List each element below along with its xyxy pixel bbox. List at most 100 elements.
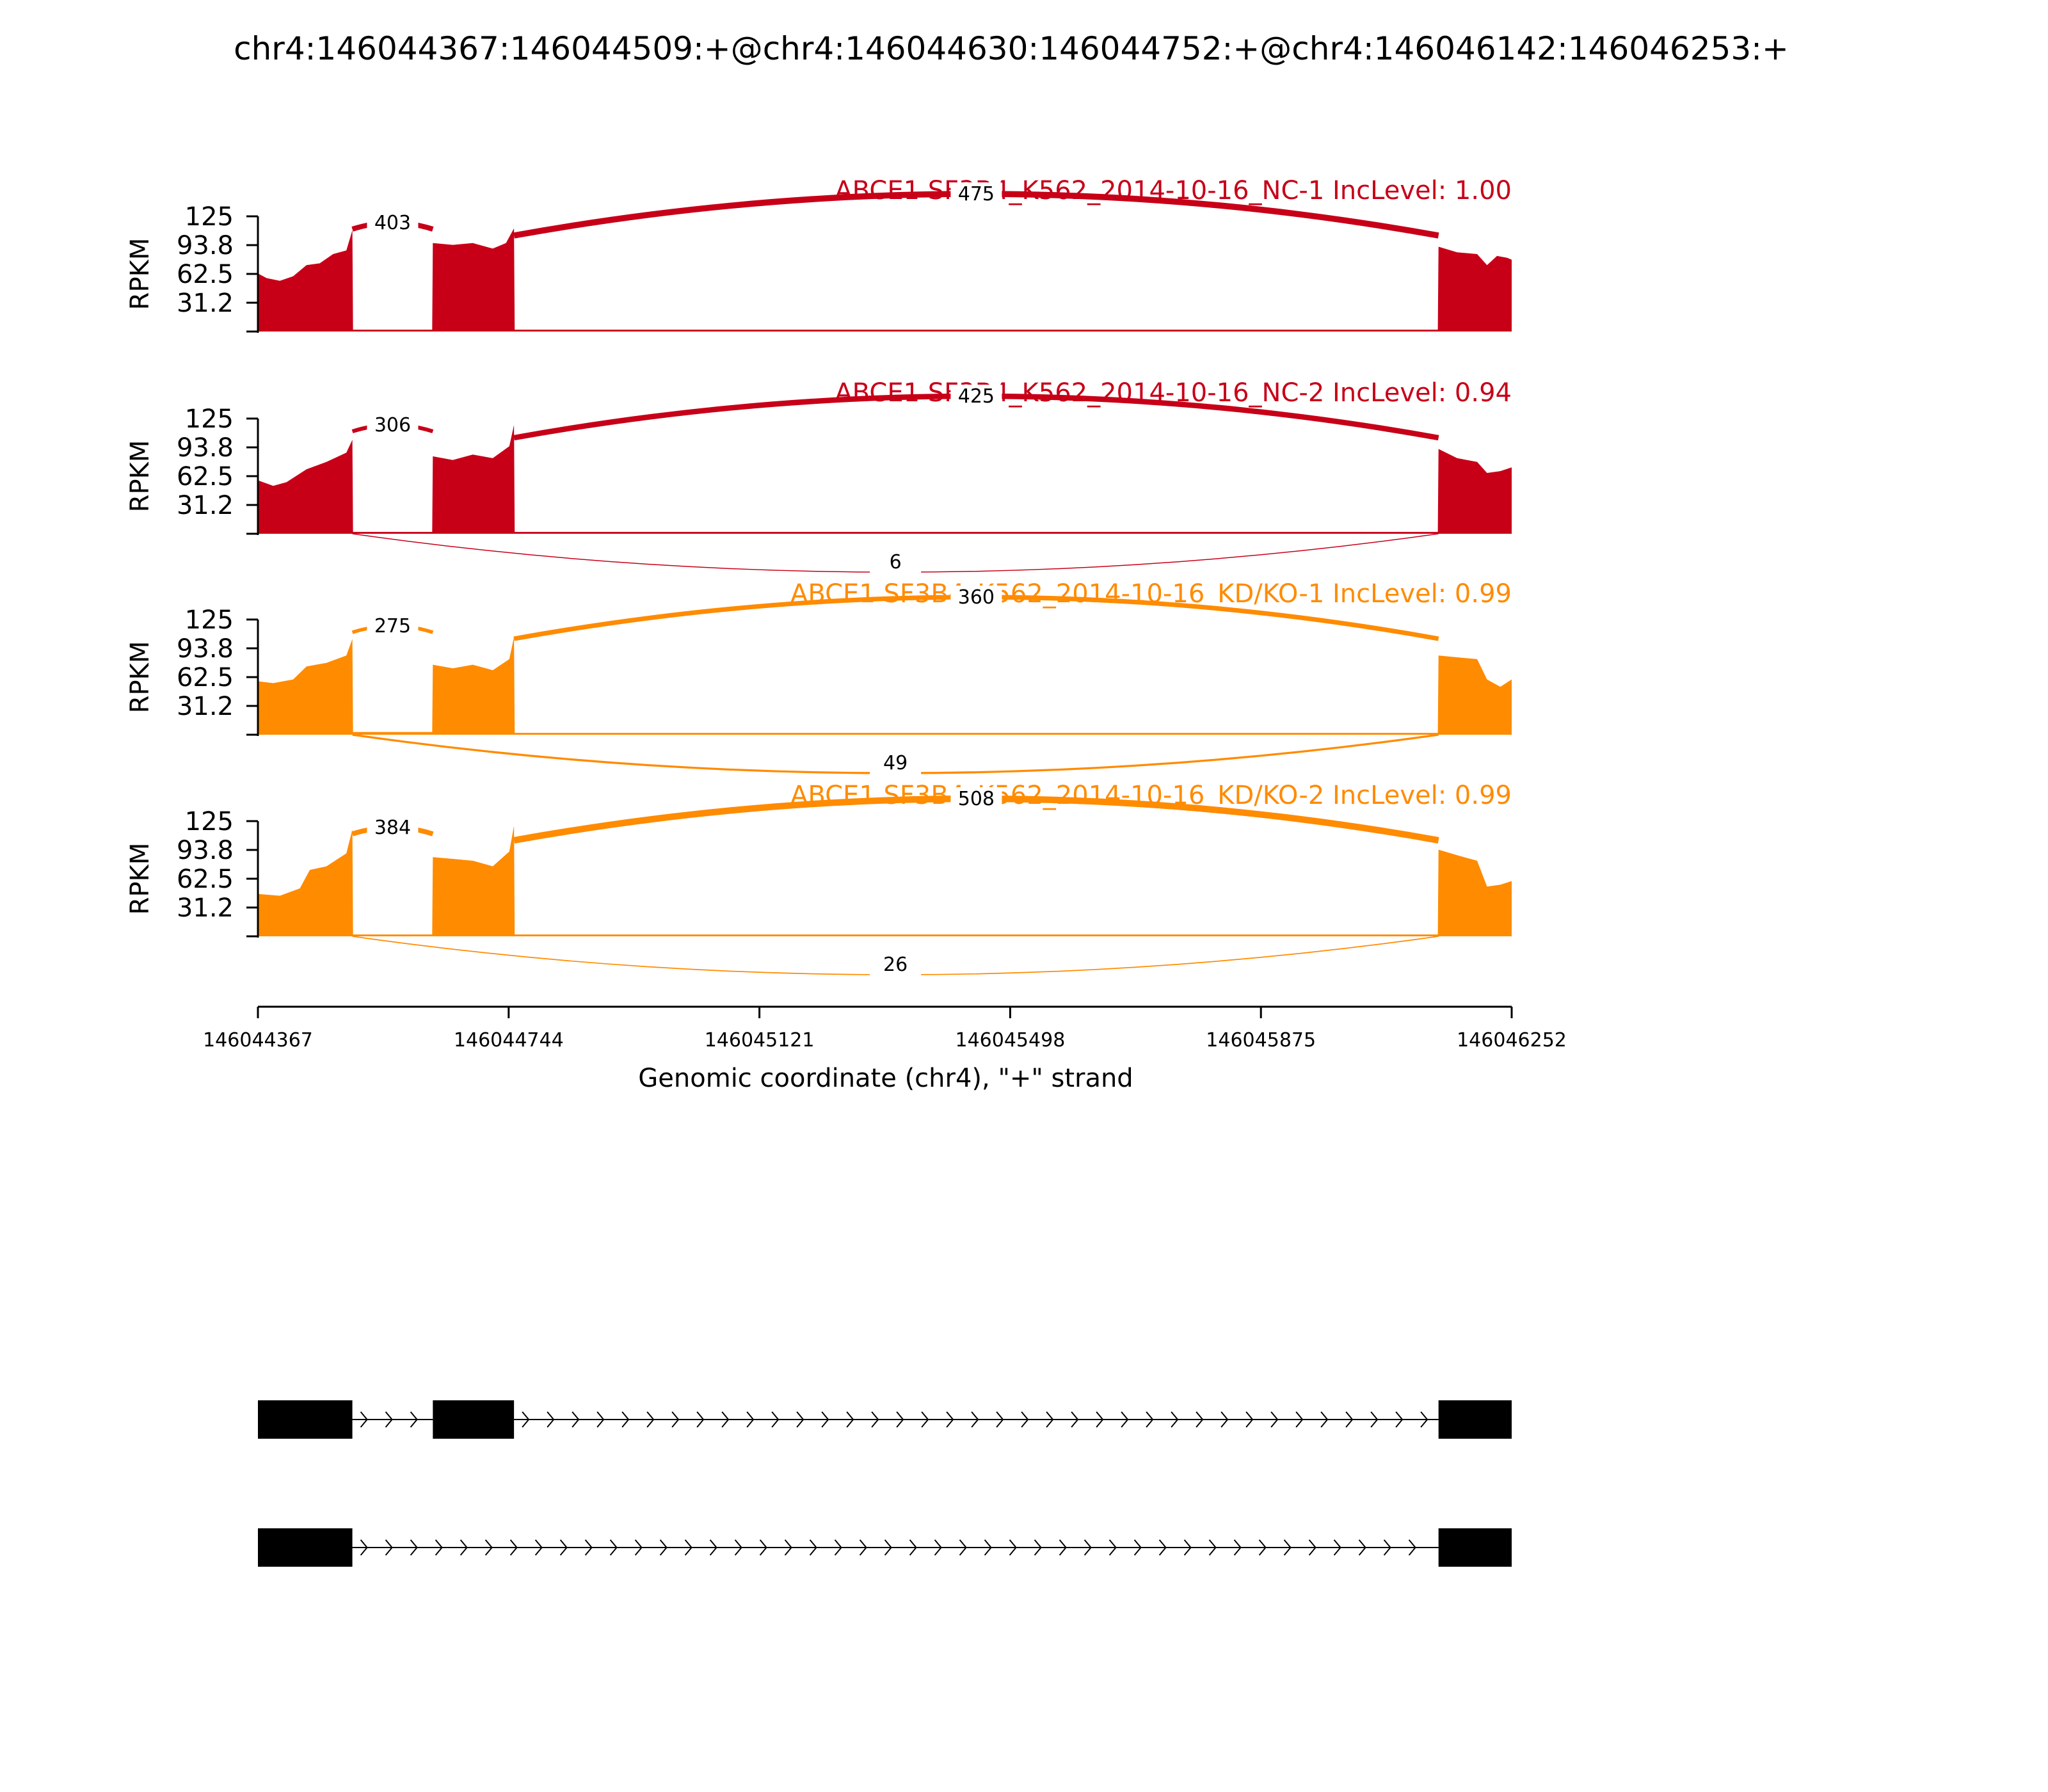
junction-label-bg <box>950 787 1002 810</box>
strand-arrow <box>1158 1539 1167 1556</box>
strand-arrow <box>385 1539 393 1556</box>
junction-count: 475 <box>958 183 995 205</box>
strand-arrow <box>522 1411 530 1428</box>
y-tick-label: 62.5 <box>177 663 234 692</box>
strand-arrow <box>534 1539 543 1556</box>
x-tick-label: 146046252 <box>1457 1029 1567 1052</box>
junction-label-bg <box>950 586 1002 609</box>
junction-label-bg <box>870 550 922 573</box>
x-tick-label: 146045121 <box>705 1029 815 1052</box>
y-tick-label: 62.5 <box>177 865 234 894</box>
strand-arrow <box>796 1411 804 1428</box>
strand-arrow <box>1096 1411 1104 1428</box>
strand-arrow <box>909 1539 917 1556</box>
strand-arrow <box>721 1411 730 1428</box>
junction-count: 306 <box>374 414 411 436</box>
strand-arrow <box>1245 1411 1254 1428</box>
strand-arrow <box>547 1411 555 1428</box>
isoform-1 <box>258 1400 1512 1439</box>
junction-label-bg <box>950 385 1002 408</box>
strand-arrow <box>1395 1411 1404 1428</box>
strand-arrow <box>1208 1539 1217 1556</box>
strand-arrow <box>360 1411 368 1428</box>
strand-arrow <box>671 1411 680 1428</box>
strand-arrow <box>509 1539 518 1556</box>
strand-arrow <box>771 1411 780 1428</box>
strand-arrow <box>609 1539 618 1556</box>
strand-arrow <box>1383 1539 1391 1556</box>
strand-arrow <box>584 1539 593 1556</box>
junction-label-bg <box>367 211 419 234</box>
x-tick-label: 146045875 <box>1206 1029 1316 1052</box>
strand-arrow <box>559 1539 568 1556</box>
y-tick-label: 31.2 <box>177 692 234 721</box>
track-4: ABCE1 SF3B4_K562_2014-10-16_KD/KO-2 IncL… <box>125 781 1512 976</box>
strand-arrow <box>809 1539 817 1556</box>
junction-count: 384 <box>374 817 411 839</box>
strand-arrow <box>934 1539 942 1556</box>
coverage-area <box>258 228 1512 332</box>
exon-block <box>433 1400 515 1439</box>
x-tick-label: 146044744 <box>454 1029 564 1052</box>
x-axis-label: Genomic coordinate (chr4), "+" strand <box>638 1064 1133 1093</box>
y-tick-label: 31.2 <box>177 491 234 520</box>
strand-arrow <box>1295 1411 1304 1428</box>
junction-label-bg <box>870 953 922 976</box>
y-axis-label: RPKM <box>125 440 155 513</box>
strand-arrow <box>1283 1539 1292 1556</box>
junction-count: 425 <box>958 385 995 408</box>
junction-label-bg <box>367 816 419 839</box>
strand-arrow <box>460 1539 468 1556</box>
strand-arrow <box>946 1411 954 1428</box>
y-tick-label: 31.2 <box>177 289 234 318</box>
strand-arrow <box>1308 1539 1316 1556</box>
junction-count: 26 <box>883 954 908 976</box>
exon-block <box>1438 1400 1512 1439</box>
strand-arrow <box>746 1411 755 1428</box>
strand-arrow <box>410 1411 418 1428</box>
x-axis: 146044367 146044744 146045121 146045498 1460… <box>203 1005 1567 1052</box>
y-axis-label: RPKM <box>125 238 155 310</box>
junction-label-bg <box>367 413 419 436</box>
isoform-2 <box>258 1528 1512 1567</box>
y-tick-label: 93.8 <box>177 433 234 463</box>
x-tick-label: 146044367 <box>203 1029 313 1052</box>
strand-arrow <box>1258 1539 1267 1556</box>
strand-arrow <box>859 1539 867 1556</box>
x-tick-label: 146045498 <box>956 1029 1066 1052</box>
strand-arrow <box>659 1539 668 1556</box>
strand-arrow <box>1408 1539 1416 1556</box>
strand-arrow <box>834 1539 842 1556</box>
strand-arrow <box>734 1539 742 1556</box>
strand-arrow <box>596 1411 605 1428</box>
strand-arrow <box>385 1411 393 1428</box>
coverage-area <box>258 425 1512 534</box>
strand-arrow <box>1370 1411 1379 1428</box>
strand-arrow <box>784 1539 792 1556</box>
strand-arrow <box>1220 1411 1229 1428</box>
exon-block <box>258 1528 353 1567</box>
strand-arrow <box>996 1411 1004 1428</box>
junction-count: 360 <box>958 586 995 609</box>
strand-arrow <box>884 1539 892 1556</box>
strand-arrow <box>360 1539 368 1556</box>
strand-arrow <box>984 1539 992 1556</box>
track-1: ABCE1 SF3B4_K562_2014-10-16_NC-1 IncLeve… <box>125 176 1512 333</box>
strand-arrow <box>684 1539 692 1556</box>
strand-arrow <box>1059 1539 1067 1556</box>
coverage-area <box>258 826 1512 936</box>
strand-arrow <box>484 1539 493 1556</box>
coverage-tracks: ABCE1 SF3B4_K562_2014-10-16_NC-1 IncLeve… <box>125 176 1512 976</box>
strand-arrow <box>759 1539 767 1556</box>
y-axis-label: RPKM <box>125 843 155 915</box>
y-tick-label: 93.8 <box>177 634 234 664</box>
strand-arrow <box>1133 1539 1142 1556</box>
strand-arrow <box>921 1411 929 1428</box>
strand-arrow <box>696 1411 705 1428</box>
figure-title: chr4:146044367:146044509:+@chr4:14604463… <box>234 30 1789 67</box>
y-tick-label: 125 <box>185 605 234 635</box>
exon-block <box>1438 1528 1512 1567</box>
junction-count: 508 <box>958 788 995 810</box>
strand-arrow <box>1420 1411 1428 1428</box>
y-tick-label: 93.8 <box>177 836 234 865</box>
